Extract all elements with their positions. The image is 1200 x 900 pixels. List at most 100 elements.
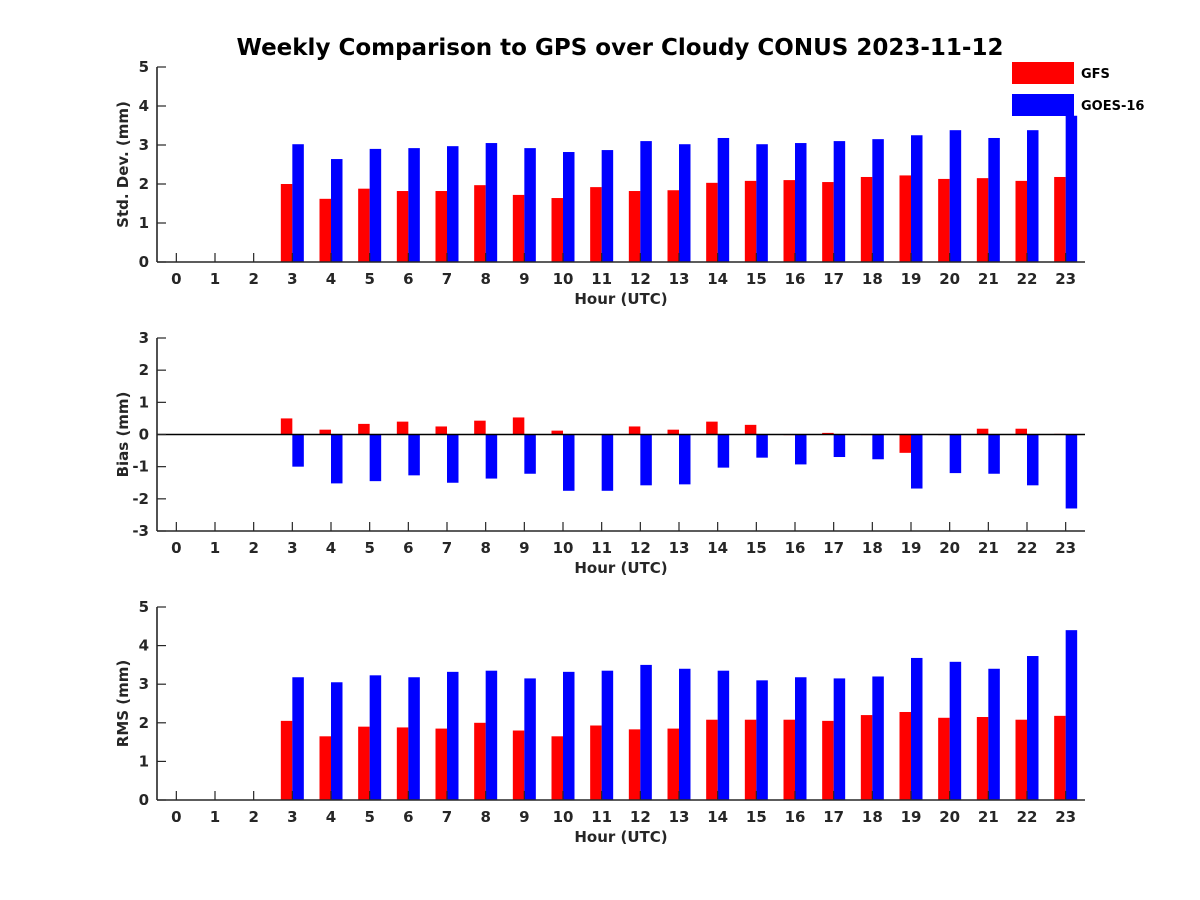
- bar-goes-16-hour-17: [833, 141, 846, 262]
- bar-goes-16-hour-3: [292, 434, 304, 467]
- bar-goes-16-hour-13: [679, 668, 691, 800]
- y-tick-label: 4: [139, 97, 149, 115]
- x-tick-label: 3: [287, 270, 297, 288]
- bar-gfs-hour-16: [783, 180, 795, 262]
- bar-gfs-hour-20: [938, 178, 950, 262]
- y-tick-label: 1: [139, 752, 149, 770]
- x-tick-label: 11: [591, 270, 612, 288]
- bar-gfs-hour-8: [474, 722, 486, 800]
- bar-goes-16-hour-4: [331, 434, 343, 484]
- figure-title: Weekly Comparison to GPS over Cloudy CON…: [237, 35, 1004, 61]
- bar-gfs-hour-21: [976, 717, 989, 800]
- bar-goes-16-hour-17: [833, 434, 846, 458]
- y-tick-label: -3: [132, 522, 149, 540]
- x-tick-label: 1: [210, 539, 220, 557]
- x-tick-label: 12: [630, 539, 651, 557]
- bar-gfs-hour-10: [551, 430, 563, 435]
- y-tick-label: 2: [139, 175, 149, 193]
- bar-gfs-hour-5: [358, 188, 370, 262]
- bar-gfs-hour-7: [435, 426, 447, 435]
- x-tick-label: 5: [364, 539, 374, 557]
- x-tick-label: 4: [326, 808, 336, 826]
- bar-goes-16-hour-15: [756, 434, 768, 458]
- x-tick-label: 21: [978, 808, 999, 826]
- x-tick-label: 13: [669, 808, 690, 826]
- x-tick-label: 22: [1017, 539, 1038, 557]
- x-tick-label: 23: [1055, 808, 1076, 826]
- x-tick-label: 8: [480, 539, 490, 557]
- x-tick-label: 20: [939, 539, 960, 557]
- x-tick-label: 18: [862, 539, 883, 557]
- bar-goes-16-hour-18: [872, 434, 884, 460]
- bar-goes-16-hour-17: [833, 678, 846, 800]
- x-tick-label: 0: [171, 270, 181, 288]
- bar-gfs-hour-12: [628, 426, 641, 435]
- y-tick-label: 1: [139, 393, 149, 411]
- bar-gfs-hour-21: [976, 428, 989, 435]
- x-axis-label: Hour (UTC): [574, 828, 667, 846]
- bar-goes-16-hour-18: [872, 139, 884, 262]
- x-tick-label: 6: [403, 539, 413, 557]
- y-tick-label: 5: [139, 598, 149, 616]
- bar-goes-16-hour-12: [640, 434, 652, 486]
- bar-goes-16-hour-23: [1065, 434, 1078, 509]
- x-tick-label: 23: [1055, 539, 1076, 557]
- bar-goes-16-hour-7: [447, 671, 459, 800]
- bar-goes-16-hour-21: [988, 137, 1000, 262]
- bar-goes-16-hour-11: [601, 434, 614, 491]
- x-tick-label: 12: [630, 808, 651, 826]
- bar-goes-16-hour-11: [601, 150, 614, 262]
- legend-swatch-gfs: [1012, 62, 1074, 84]
- bar-goes-16-hour-5: [369, 434, 382, 482]
- bar-gfs-hour-7: [435, 191, 447, 262]
- bar-gfs-hour-16: [783, 719, 795, 800]
- bar-goes-16-hour-19: [911, 657, 923, 800]
- bar-gfs-hour-23: [1054, 715, 1066, 800]
- x-tick-label: 5: [364, 270, 374, 288]
- bar-gfs-hour-10: [551, 736, 563, 800]
- x-tick-label: 4: [326, 270, 336, 288]
- y-tick-label: 0: [139, 426, 149, 444]
- x-tick-label: 7: [442, 808, 452, 826]
- bar-gfs-hour-3: [280, 720, 293, 800]
- bar-gfs-hour-18: [860, 176, 873, 262]
- x-tick-label: 14: [707, 270, 728, 288]
- bar-goes-16-hour-20: [949, 130, 962, 262]
- x-tick-label: 3: [287, 808, 297, 826]
- bar-goes-16-hour-21: [988, 434, 1000, 474]
- x-tick-label: 20: [939, 270, 960, 288]
- bar-gfs-hour-17: [822, 432, 834, 435]
- bar-gfs-hour-9: [512, 417, 525, 435]
- x-tick-label: 13: [669, 539, 690, 557]
- bar-goes-16-hour-4: [331, 682, 343, 800]
- bar-goes-16-hour-9: [524, 434, 536, 474]
- bar-goes-16-hour-8: [485, 434, 498, 479]
- y-tick-label: -2: [132, 490, 149, 508]
- bar-gfs-hour-6: [396, 727, 409, 800]
- bar-goes-16-hour-4: [331, 159, 343, 262]
- bar-goes-16-hour-14: [717, 670, 730, 800]
- y-axis-label: Bias (mm): [114, 392, 132, 478]
- bar-goes-16-hour-6: [408, 148, 420, 262]
- bar-goes-16-hour-6: [408, 434, 420, 476]
- bar-gfs-hour-6: [396, 421, 409, 435]
- bar-gfs-hour-17: [822, 182, 834, 262]
- bar-goes-16-hour-16: [795, 677, 807, 800]
- x-tick-label: 17: [823, 539, 844, 557]
- bar-gfs-hour-9: [512, 730, 525, 800]
- bar-gfs-hour-22: [1015, 180, 1027, 262]
- bar-goes-16-hour-12: [640, 664, 652, 800]
- bar-goes-16-hour-16: [795, 434, 807, 465]
- bar-goes-16-hour-22: [1027, 130, 1039, 262]
- x-tick-label: 6: [403, 808, 413, 826]
- x-tick-label: 12: [630, 270, 651, 288]
- bar-gfs-hour-19: [899, 711, 911, 800]
- x-tick-label: 0: [171, 539, 181, 557]
- bar-goes-16-hour-15: [756, 680, 768, 800]
- x-tick-label: 7: [442, 270, 452, 288]
- bar-goes-16-hour-16: [795, 143, 807, 262]
- bar-goes-16-hour-13: [679, 434, 691, 485]
- bar-goes-16-hour-9: [524, 678, 536, 800]
